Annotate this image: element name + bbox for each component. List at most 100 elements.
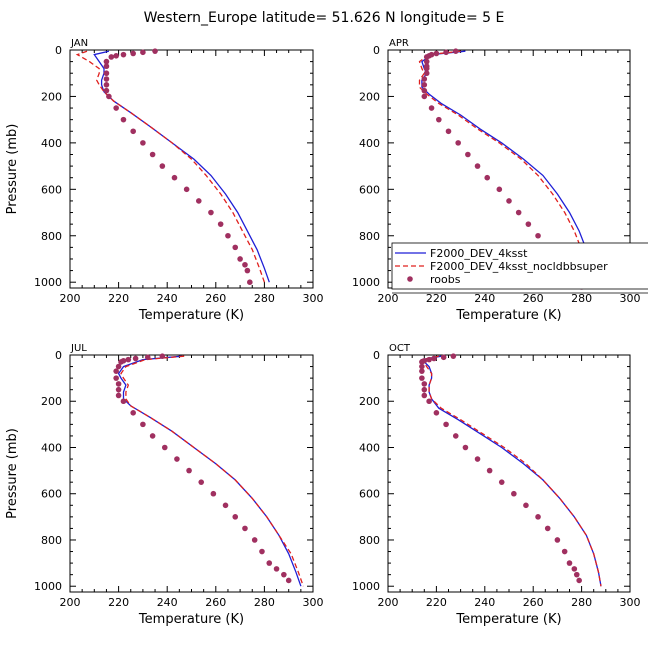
y-tick-label: 800 bbox=[41, 534, 62, 547]
y-tick-label: 0 bbox=[373, 349, 380, 362]
roobs-point bbox=[103, 70, 110, 77]
roobs-point bbox=[486, 467, 493, 474]
y-tick-label: 400 bbox=[359, 137, 380, 150]
figure-title: Western_Europe latitude= 51.626 N longit… bbox=[144, 10, 505, 26]
y-tick-label: 800 bbox=[41, 230, 62, 243]
roobs-point bbox=[149, 433, 156, 439]
nocldbbsuper-line bbox=[420, 355, 602, 587]
roobs-point bbox=[573, 571, 580, 578]
x-tick-label: 280 bbox=[254, 292, 275, 305]
x-tick-label: 280 bbox=[571, 292, 592, 305]
legend-box bbox=[391, 242, 648, 290]
x-tick-label: 200 bbox=[378, 292, 399, 305]
roobs-point bbox=[474, 456, 481, 462]
y-tick-label: 1000 bbox=[34, 580, 62, 593]
roobs-point bbox=[523, 502, 529, 509]
roobs-point bbox=[273, 566, 280, 572]
roobs-point bbox=[498, 479, 505, 485]
y-tick-label: 0 bbox=[55, 349, 62, 362]
panel-label: OCT bbox=[389, 343, 411, 354]
x-tick-label: 220 bbox=[108, 596, 129, 609]
roobs-point bbox=[423, 54, 430, 60]
roobs-point bbox=[452, 48, 459, 54]
panel-label: APR bbox=[389, 38, 409, 49]
roobs-point bbox=[140, 140, 146, 146]
roobs-point bbox=[525, 221, 532, 227]
roobs-point bbox=[108, 54, 115, 60]
roobs-point bbox=[132, 355, 139, 362]
roobs-point bbox=[421, 392, 428, 399]
roobs-point bbox=[237, 256, 243, 262]
legend-entry: F2000_DEV_4ksst_nocldbbsuper bbox=[430, 260, 608, 273]
x-tick-label: 300 bbox=[620, 292, 641, 305]
y-tick-label: 400 bbox=[41, 441, 62, 454]
plot-frame bbox=[69, 354, 314, 593]
y-tick-label: 200 bbox=[41, 90, 62, 103]
x-tick-label: 200 bbox=[378, 596, 399, 609]
roobs-point bbox=[159, 163, 166, 169]
y-tick-label: 1000 bbox=[34, 276, 62, 289]
roobs-point bbox=[566, 560, 573, 566]
y-tick-label: 400 bbox=[41, 137, 62, 150]
y-tick-label: 800 bbox=[359, 534, 380, 547]
roobs-point bbox=[419, 375, 425, 381]
x-tick-label: 300 bbox=[620, 596, 641, 609]
roobs-point bbox=[247, 279, 253, 285]
y-axis-label: Pressure (mb) bbox=[5, 428, 20, 519]
roobs-point bbox=[144, 354, 151, 361]
roobs-point bbox=[115, 381, 122, 387]
x-axis-label: Temperature (K) bbox=[138, 612, 244, 627]
y-tick-label: 1000 bbox=[352, 580, 380, 593]
roobs-point bbox=[161, 444, 168, 451]
x-tick-label: 260 bbox=[523, 292, 544, 305]
roobs-point bbox=[452, 433, 459, 439]
x-tick-label: 240 bbox=[474, 596, 495, 609]
roobs-point bbox=[152, 48, 158, 54]
roobs-point bbox=[443, 421, 449, 428]
y-tick-label: 800 bbox=[359, 230, 380, 243]
roobs-point bbox=[281, 571, 287, 578]
x-tick-label: 200 bbox=[60, 596, 81, 609]
roobs-point bbox=[217, 221, 224, 227]
roobs-point bbox=[113, 368, 119, 374]
roobs-point bbox=[120, 116, 127, 123]
roobs-point bbox=[242, 261, 248, 268]
roobs-point bbox=[103, 87, 110, 94]
roobs-point bbox=[474, 163, 481, 169]
roobs-point bbox=[511, 490, 517, 497]
roobs-point bbox=[423, 70, 430, 77]
dev-4ksst-line bbox=[93, 50, 270, 283]
roobs-point bbox=[433, 410, 440, 416]
roobs-point bbox=[113, 53, 119, 59]
roobs-point bbox=[423, 58, 430, 65]
roobs-point bbox=[421, 386, 428, 393]
roobs-point bbox=[465, 151, 471, 158]
roobs-point bbox=[421, 82, 428, 88]
x-tick-label: 300 bbox=[303, 596, 324, 609]
roobs-point bbox=[140, 49, 146, 56]
roobs-point bbox=[130, 128, 136, 135]
y-tick-label: 200 bbox=[359, 395, 380, 408]
roobs-point bbox=[496, 186, 503, 193]
y-tick-label: 0 bbox=[373, 44, 380, 57]
roobs-point bbox=[251, 537, 258, 543]
roobs-point bbox=[113, 375, 119, 381]
roobs-point bbox=[421, 76, 428, 82]
roobs-point bbox=[419, 368, 425, 374]
roobs-point bbox=[428, 105, 435, 111]
y-tick-label: 400 bbox=[359, 441, 380, 454]
roobs-point bbox=[426, 398, 432, 405]
roobs-point bbox=[222, 502, 229, 509]
roobs-point bbox=[244, 267, 251, 274]
x-tick-label: 220 bbox=[426, 292, 447, 305]
x-tick-label: 240 bbox=[157, 596, 178, 609]
x-tick-label: 200 bbox=[60, 292, 81, 305]
roobs-point bbox=[103, 58, 110, 65]
x-tick-label: 220 bbox=[108, 292, 129, 305]
roobs-point bbox=[208, 209, 214, 216]
roobs-point bbox=[118, 359, 124, 365]
legend: F2000_DEV_4ksstF2000_DEV_4ksst_nocldbbsu… bbox=[391, 242, 648, 294]
x-tick-label: 240 bbox=[157, 292, 178, 305]
legend-roobs-marker bbox=[407, 276, 413, 282]
roobs-point bbox=[242, 525, 248, 532]
